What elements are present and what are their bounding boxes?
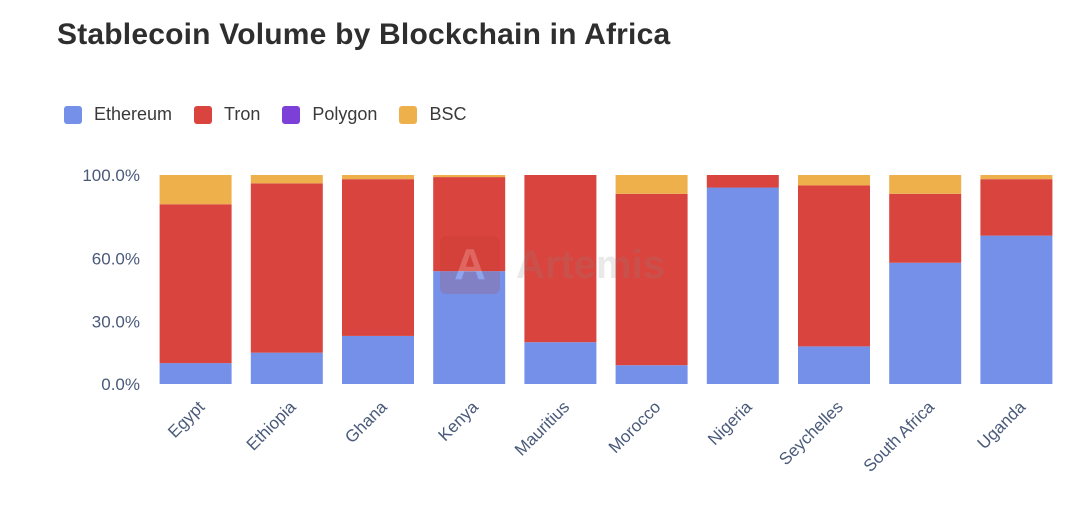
bar-segment-tron-morocco[interactable] <box>615 193 688 366</box>
legend-swatch-tron <box>194 105 213 124</box>
bar-segment-bsc-kenya[interactable] <box>433 175 506 178</box>
bar-segment-ethereum-nigeria[interactable] <box>706 187 779 384</box>
bar-segment-tron-nigeria[interactable] <box>706 175 779 188</box>
bar-segment-tron-south-africa[interactable] <box>889 193 962 263</box>
chart-title: Stablecoin Volume by Blockchain in Afric… <box>57 18 671 51</box>
y-tick-label: 100.0% <box>82 166 140 185</box>
legend-label-ethereum: Ethereum <box>94 104 173 124</box>
bar-segment-tron-mauritius[interactable] <box>524 175 597 343</box>
bar-segment-ethereum-kenya[interactable] <box>433 271 506 384</box>
bar-segment-bsc-egypt[interactable] <box>159 175 232 205</box>
bar-segment-tron-seychelles[interactable] <box>798 185 870 347</box>
legend-item-tron[interactable]: Tron <box>194 104 260 125</box>
artemis-logo-icon: A <box>440 236 500 294</box>
legend-swatch-bsc <box>399 105 418 124</box>
y-tick-label: 30.0% <box>92 312 140 331</box>
legend-item-polygon[interactable]: Polygon <box>282 104 377 125</box>
legend-item-bsc[interactable]: BSC <box>399 104 466 125</box>
bar-segment-tron-egypt[interactable] <box>159 204 232 364</box>
legend-label-bsc: BSC <box>429 104 467 124</box>
bar-segment-bsc-ethiopia[interactable] <box>250 175 323 184</box>
bar-segment-ethereum-south-africa[interactable] <box>889 262 962 384</box>
bar-segment-bsc-ghana[interactable] <box>342 175 414 180</box>
bar-segment-tron-uganda[interactable] <box>980 179 1053 236</box>
bar-segment-ethereum-mauritius[interactable] <box>524 342 597 384</box>
x-tick-label: Seychelles <box>775 397 847 469</box>
bar-segment-ethereum-ghana[interactable] <box>342 335 414 384</box>
legend-label-polygon: Polygon <box>312 104 378 124</box>
legend-label-tron: Tron <box>224 104 261 124</box>
y-tick-label: 60.0% <box>92 250 140 269</box>
bar-segment-tron-ethiopia[interactable] <box>250 183 323 353</box>
bar-segment-tron-ghana[interactable] <box>342 179 414 336</box>
x-tick-label: Nigeria <box>704 397 756 449</box>
y-tick-label: 0.0% <box>101 375 140 394</box>
x-tick-label: Ethiopia <box>243 397 300 454</box>
bar-segment-bsc-uganda[interactable] <box>980 175 1053 180</box>
watermark-text: Artemis <box>516 242 665 287</box>
bar-segment-ethereum-uganda[interactable] <box>980 235 1053 384</box>
x-tick-label: Mauritius <box>511 397 573 459</box>
x-tick-label: Kenya <box>435 397 483 445</box>
x-tick-label: Uganda <box>974 397 1030 453</box>
bar-segment-ethereum-seychelles[interactable] <box>798 346 870 384</box>
x-tick-label: Ghana <box>341 397 391 447</box>
artemis-watermark: A Artemis <box>440 236 665 294</box>
bar-segment-ethereum-ethiopia[interactable] <box>250 352 323 384</box>
chart-legend: Ethereum Tron Polygon BSC <box>64 104 488 125</box>
bar-segment-bsc-south-africa[interactable] <box>889 175 962 194</box>
bar-segment-ethereum-egypt[interactable] <box>159 363 232 384</box>
bar-segment-ethereum-morocco[interactable] <box>615 365 688 384</box>
bar-segment-bsc-morocco[interactable] <box>615 175 688 194</box>
legend-swatch-ethereum <box>64 105 82 124</box>
legend-item-ethereum[interactable]: Ethereum <box>64 104 172 125</box>
bar-segment-tron-kenya[interactable] <box>433 177 506 272</box>
x-tick-label: Morocco <box>605 397 665 457</box>
legend-swatch-polygon <box>282 105 301 124</box>
x-tick-label: South Africa <box>860 397 939 476</box>
bar-segment-bsc-seychelles[interactable] <box>798 175 870 186</box>
x-tick-label: Egypt <box>164 397 208 441</box>
